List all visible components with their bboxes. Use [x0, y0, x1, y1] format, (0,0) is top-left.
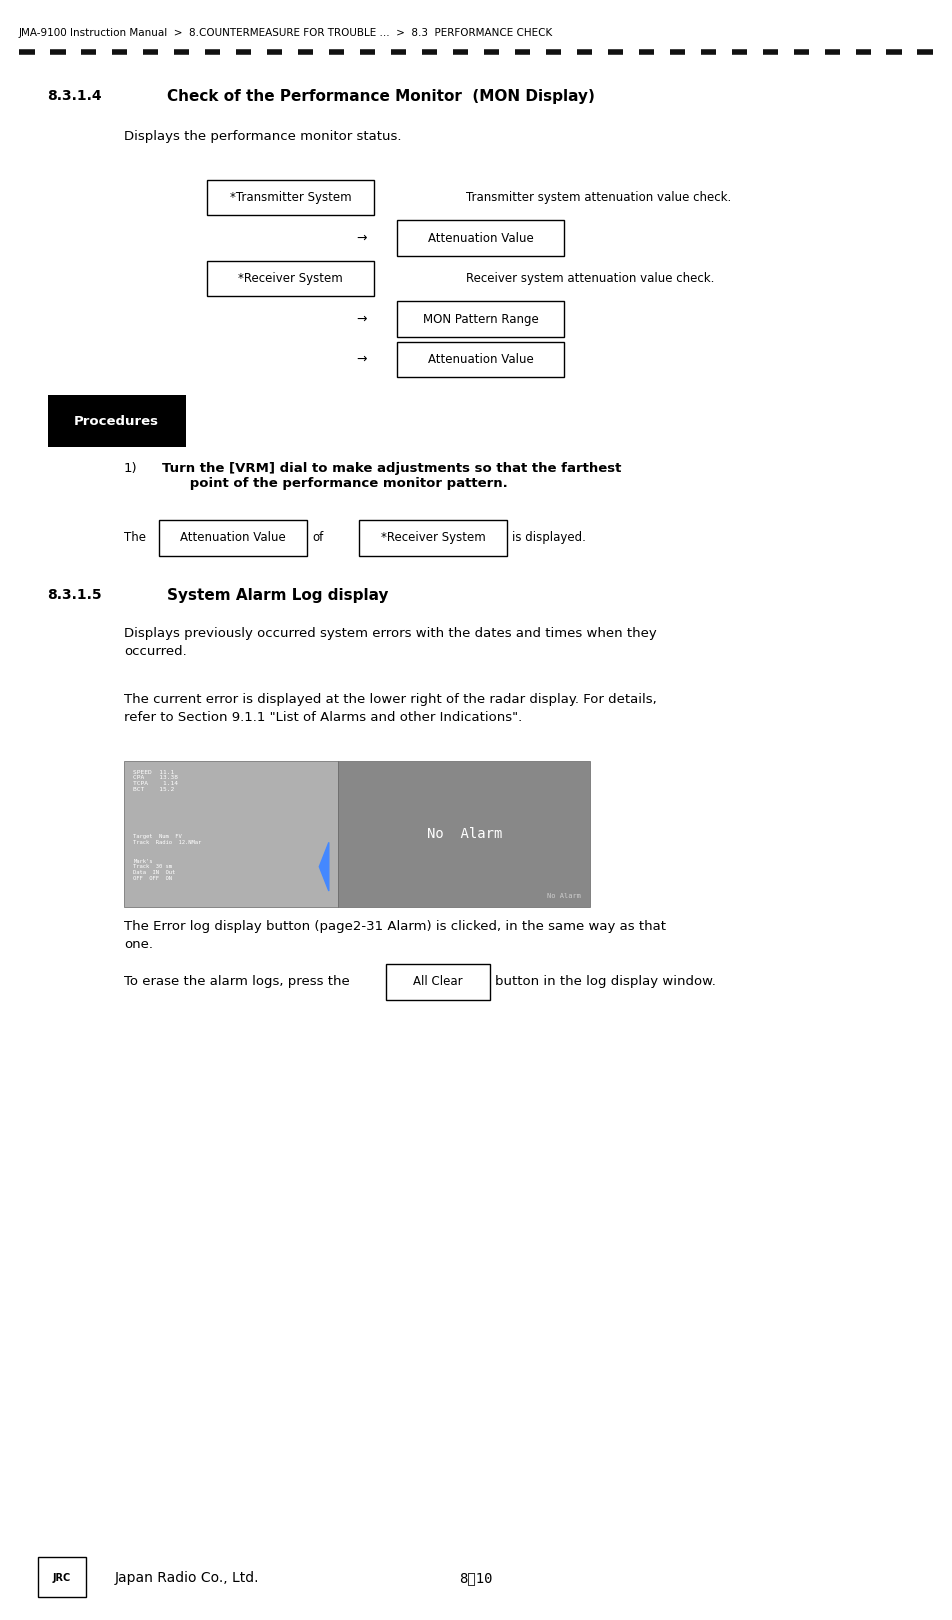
FancyBboxPatch shape [360, 520, 506, 556]
Text: *Transmitter System: *Transmitter System [229, 191, 351, 204]
Text: 1): 1) [124, 462, 137, 475]
Text: Mark's
Track  30 sm
Data  IN  Out
OFF  OFF  ON: Mark's Track 30 sm Data IN Out OFF OFF O… [133, 859, 175, 881]
Text: 8－10: 8－10 [459, 1571, 493, 1584]
Text: JRC: JRC [52, 1573, 71, 1583]
Text: Turn the [VRM] dial to make adjustments so that the farthest
      point of the : Turn the [VRM] dial to make adjustments … [162, 462, 622, 489]
Text: Transmitter system attenuation value check.: Transmitter system attenuation value che… [466, 191, 732, 204]
Text: Japan Radio Co., Ltd.: Japan Radio Co., Ltd. [114, 1571, 259, 1584]
Text: →: → [356, 313, 367, 326]
Text: →: → [356, 353, 367, 366]
FancyBboxPatch shape [398, 220, 564, 256]
Text: Receiver system attenuation value check.: Receiver system attenuation value check. [466, 272, 715, 285]
FancyBboxPatch shape [124, 761, 338, 907]
Text: Attenuation Value: Attenuation Value [427, 232, 534, 245]
FancyBboxPatch shape [159, 520, 307, 556]
Text: Displays the performance monitor status.: Displays the performance monitor status. [124, 130, 401, 143]
FancyBboxPatch shape [398, 342, 564, 377]
Text: Attenuation Value: Attenuation Value [427, 353, 534, 366]
Text: MON Pattern Range: MON Pattern Range [423, 313, 539, 326]
Text: Check of the Performance Monitor  (MON Display): Check of the Performance Monitor (MON Di… [167, 89, 594, 104]
Text: The: The [124, 531, 146, 544]
Text: →: → [356, 232, 367, 245]
FancyBboxPatch shape [338, 761, 590, 907]
Text: No  Alarm: No Alarm [426, 828, 502, 841]
FancyBboxPatch shape [208, 180, 373, 215]
Text: *Receiver System: *Receiver System [381, 531, 486, 544]
Text: System Alarm Log display: System Alarm Log display [167, 588, 388, 603]
Text: button in the log display window.: button in the log display window. [495, 975, 716, 988]
Text: To erase the alarm logs, press the: To erase the alarm logs, press the [124, 975, 349, 988]
Text: *Receiver System: *Receiver System [238, 272, 343, 285]
Text: 8.3.1.5: 8.3.1.5 [48, 588, 102, 603]
Text: JMA-9100 Instruction Manual  >  8.COUNTERMEASURE FOR TROUBLE ...  >  8.3  PERFOR: JMA-9100 Instruction Manual > 8.COUNTERM… [19, 28, 553, 37]
FancyBboxPatch shape [398, 301, 564, 337]
Text: 8.3.1.4: 8.3.1.4 [48, 89, 102, 104]
Text: is displayed.: is displayed. [512, 531, 586, 544]
Text: The current error is displayed at the lower right of the radar display. For deta: The current error is displayed at the lo… [124, 693, 657, 724]
Text: The Error log display button (page2-31 Alarm) is clicked, in the same way as tha: The Error log display button (page2-31 A… [124, 920, 665, 951]
Text: No Alarm: No Alarm [546, 893, 581, 899]
Polygon shape [319, 842, 328, 891]
Text: SPEED  11.1
CPA    13.38
TCPA    1.14
BCT    15.2: SPEED 11.1 CPA 13.38 TCPA 1.14 BCT 15.2 [133, 770, 178, 792]
Text: Target  Num  FV
Track  Radio  12.NMar: Target Num FV Track Radio 12.NMar [133, 834, 202, 846]
Text: of: of [312, 531, 324, 544]
Text: All Clear: All Clear [413, 975, 463, 988]
FancyBboxPatch shape [38, 1557, 86, 1597]
FancyBboxPatch shape [208, 261, 373, 296]
Text: Displays previously occurred system errors with the dates and times when they
oc: Displays previously occurred system erro… [124, 627, 657, 658]
FancyBboxPatch shape [386, 964, 490, 1000]
Text: Attenuation Value: Attenuation Value [180, 531, 287, 544]
FancyBboxPatch shape [48, 395, 186, 447]
Text: Procedures: Procedures [74, 415, 159, 428]
